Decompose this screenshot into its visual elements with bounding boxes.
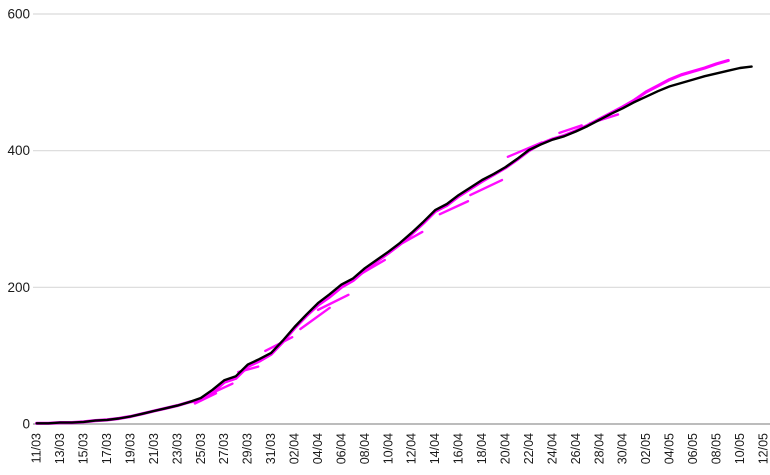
x-tick-label: 30/04	[616, 433, 630, 464]
forecast-branch	[316, 293, 350, 312]
y-tick-label: 0	[22, 417, 30, 432]
x-tick-label: 16/04	[452, 433, 466, 464]
x-tick-label: 17/03	[100, 433, 114, 464]
x-tick-label: 31/03	[264, 433, 278, 464]
y-tick-label: 400	[7, 143, 30, 158]
forecast-branch	[438, 200, 470, 216]
series-model-line	[35, 58, 730, 425]
x-tick-label: 10/04	[381, 433, 395, 464]
x-tick-label: 23/03	[170, 433, 184, 464]
x-tick-label: 18/04	[475, 433, 489, 464]
x-tick-label: 10/05	[733, 433, 747, 464]
x-tick-label: 21/03	[147, 433, 161, 464]
x-tick-label: 04/04	[311, 433, 325, 464]
series-actual-line	[35, 65, 753, 425]
forecast-branch	[299, 306, 331, 331]
x-tick-label: 02/05	[639, 433, 653, 464]
x-tick-label: 06/04	[334, 433, 348, 464]
forecast-branch	[469, 178, 504, 197]
x-tick-label: 08/05	[709, 433, 723, 464]
x-tick-label: 12/05	[756, 433, 770, 464]
x-tick-label: 25/03	[194, 433, 208, 464]
x-tick-label: 24/04	[545, 433, 559, 464]
x-tick-label: 02/04	[288, 433, 302, 464]
x-tick-label: 27/03	[217, 433, 231, 464]
x-tick-label: 11/03	[30, 433, 44, 463]
x-tick-label: 19/03	[123, 433, 137, 464]
forecast-branch	[558, 124, 583, 135]
x-tick-label: 12/04	[405, 433, 419, 464]
x-tick-label: 26/04	[569, 433, 583, 464]
x-tick-label: 04/05	[663, 433, 677, 464]
x-tick-label: 28/04	[592, 433, 606, 464]
y-tick-label: 200	[7, 280, 30, 295]
y-tick-label: 600	[7, 7, 30, 22]
x-tick-label: 06/05	[686, 433, 700, 464]
x-tick-label: 20/04	[499, 433, 513, 464]
x-tick-label: 15/03	[77, 433, 91, 464]
x-tick-label: 29/03	[241, 433, 255, 464]
x-tick-label: 08/04	[358, 433, 372, 464]
x-tick-label: 13/03	[53, 433, 67, 464]
x-tick-label: 14/04	[428, 433, 442, 464]
x-tick-label: 22/04	[522, 433, 536, 464]
